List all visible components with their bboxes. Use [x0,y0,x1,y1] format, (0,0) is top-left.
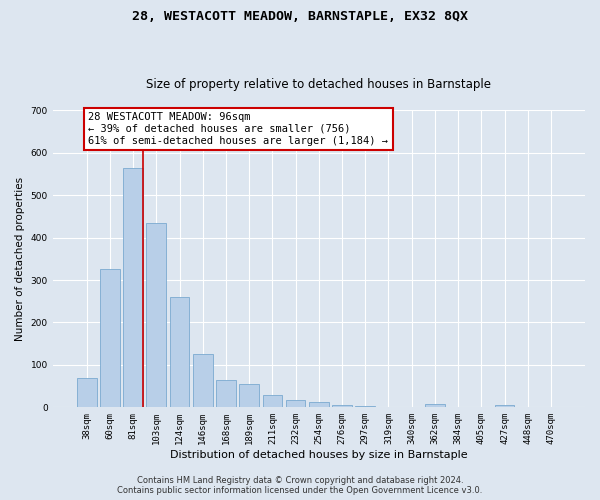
X-axis label: Distribution of detached houses by size in Barnstaple: Distribution of detached houses by size … [170,450,467,460]
Bar [146,222,166,408]
Bar [286,400,305,407]
Bar [332,405,352,407]
Bar [239,384,259,407]
Bar [355,406,375,408]
Bar [494,405,514,407]
Y-axis label: Number of detached properties: Number of detached properties [15,176,25,341]
Text: Contains HM Land Registry data © Crown copyright and database right 2024.
Contai: Contains HM Land Registry data © Crown c… [118,476,482,495]
Bar [263,394,282,407]
Bar [170,297,190,408]
Bar [425,404,445,407]
Text: 28, WESTACOTT MEADOW, BARNSTAPLE, EX32 8QX: 28, WESTACOTT MEADOW, BARNSTAPLE, EX32 8… [132,10,468,23]
Title: Size of property relative to detached houses in Barnstaple: Size of property relative to detached ho… [146,78,491,91]
Bar [193,354,212,408]
Text: 28 WESTACOTT MEADOW: 96sqm
← 39% of detached houses are smaller (756)
61% of sem: 28 WESTACOTT MEADOW: 96sqm ← 39% of deta… [88,112,388,146]
Bar [77,378,97,408]
Bar [123,168,143,408]
Bar [309,402,329,407]
Bar [100,270,120,407]
Bar [216,380,236,407]
